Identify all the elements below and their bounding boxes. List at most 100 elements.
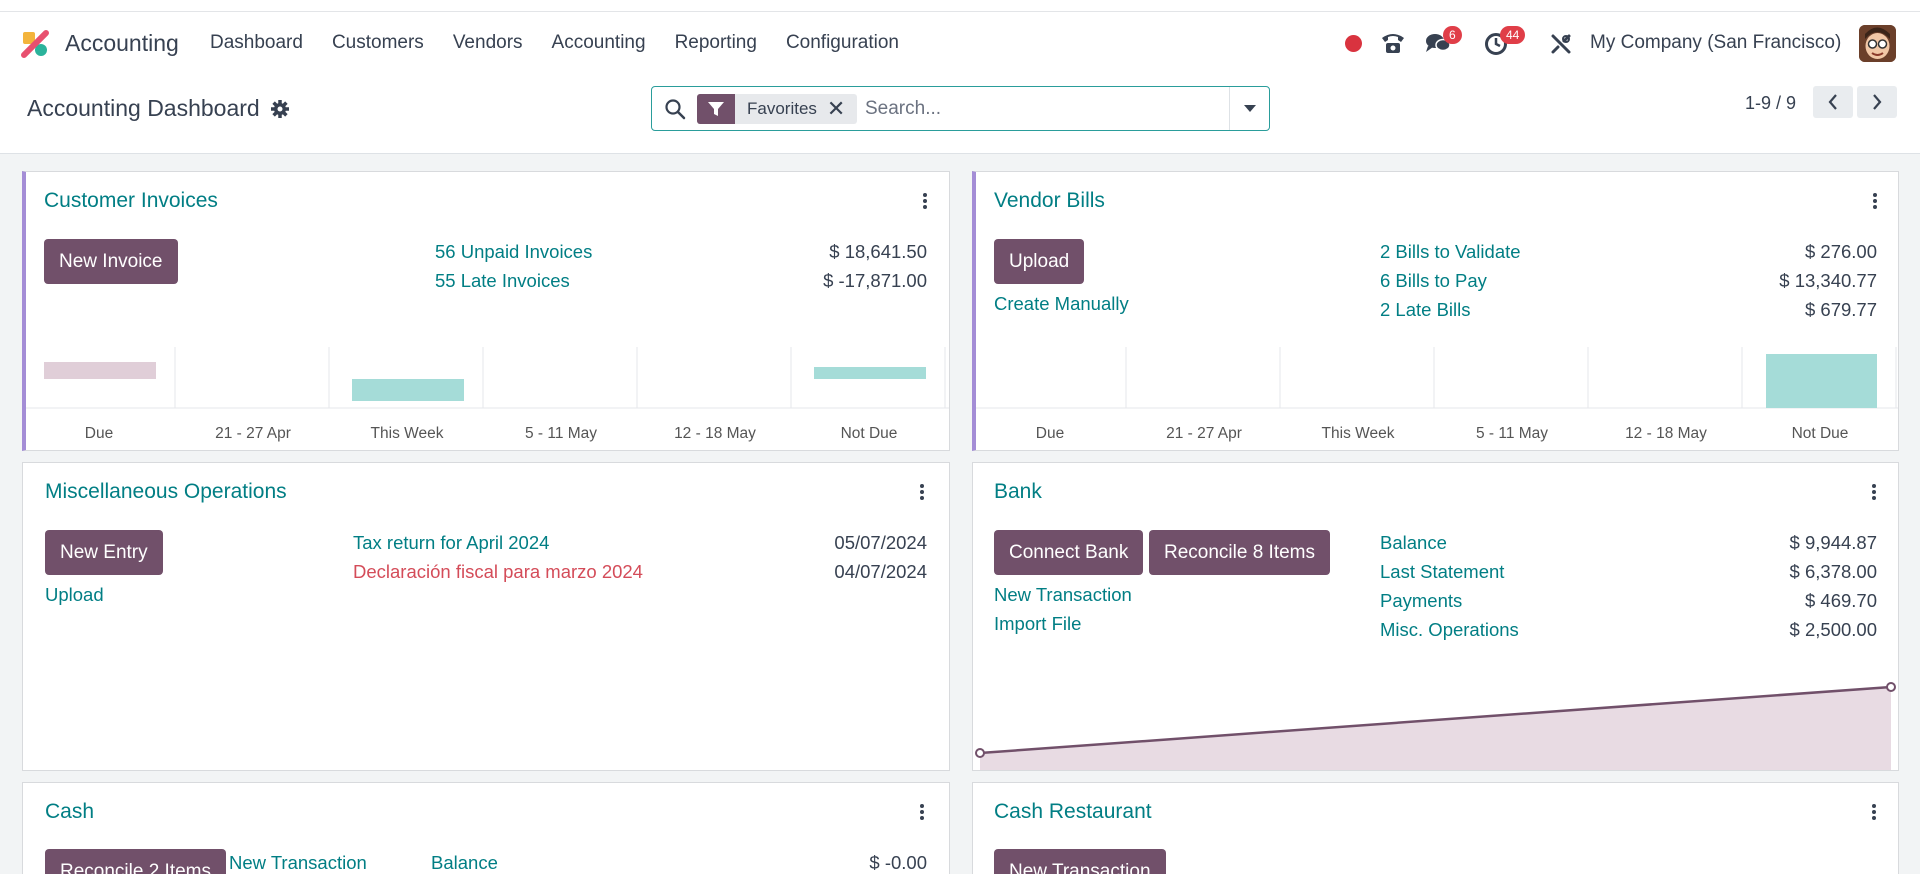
balance-point xyxy=(975,748,985,758)
kebab-menu-icon[interactable] xyxy=(1872,192,1878,210)
card-title[interactable]: Vendor Bills xyxy=(994,189,1105,212)
last-statement-link[interactable]: Last Statement xyxy=(1380,561,1505,582)
tick-label: Due xyxy=(1035,425,1065,442)
card-title[interactable]: Bank xyxy=(994,480,1042,503)
balance-amount: $ 9,944.87 xyxy=(1789,532,1877,553)
search-bar: Favorites ✕ xyxy=(651,86,1270,131)
caret-down-icon xyxy=(1243,104,1256,112)
new-transaction-link[interactable]: New Transaction xyxy=(994,584,1132,605)
facet-value: Favorites xyxy=(747,99,817,118)
card-title[interactable]: Customer Invoices xyxy=(44,189,218,212)
user-avatar[interactable] xyxy=(1859,25,1896,62)
cash-balance-amount: $ -0.00 xyxy=(869,852,927,873)
filter-icon xyxy=(697,94,735,124)
tick-label: 5 - 11 May xyxy=(1475,425,1549,442)
misc-operations-link[interactable]: Misc. Operations xyxy=(1380,619,1519,640)
payments-link[interactable]: Payments xyxy=(1380,590,1463,611)
search-icon[interactable] xyxy=(664,98,686,120)
tick-label: 12 - 18 May xyxy=(1625,425,1707,442)
new-transaction-button[interactable]: New Transaction xyxy=(994,849,1166,874)
bar-not-due xyxy=(814,367,926,379)
tick-label: 21 - 27 Apr xyxy=(1166,425,1242,442)
bills-to-validate-link[interactable]: 2 Bills to Validate xyxy=(1380,241,1521,262)
kebab-menu-icon[interactable] xyxy=(919,483,925,501)
app-logo-icon[interactable] xyxy=(20,29,50,59)
kebab-menu-icon[interactable] xyxy=(919,803,925,821)
balance-area xyxy=(980,687,1891,770)
payments-amount: $ 469.70 xyxy=(1804,590,1877,611)
tax-return-link[interactable]: Tax return for April 2024 xyxy=(353,532,550,553)
main-navbar: Accounting Dashboard Customers Vendors A… xyxy=(0,12,1920,74)
cash-card: Cash Reconcile 2 Items New Transaction B… xyxy=(22,782,950,874)
phone-icon[interactable] xyxy=(1380,31,1406,55)
menu-accounting[interactable]: Accounting xyxy=(551,32,646,53)
facet-remove-icon[interactable]: ✕ xyxy=(826,96,846,121)
search-options-toggle[interactable] xyxy=(1229,87,1269,130)
upload-bill-button[interactable]: Upload xyxy=(994,239,1085,284)
late-amount: $ -17,871.00 xyxy=(823,270,927,291)
card-title[interactable]: Miscellaneous Operations xyxy=(45,480,287,503)
bar-not-due xyxy=(1766,354,1877,408)
misc-ops-amount: $ 2,500.00 xyxy=(1789,619,1877,640)
bills-aging-chart xyxy=(976,347,1898,409)
gear-icon[interactable] xyxy=(270,99,290,119)
late-bills-amount: $ 679.77 xyxy=(1804,299,1877,320)
new-entry-button[interactable]: New Entry xyxy=(45,530,163,575)
pager-next-button[interactable] xyxy=(1857,86,1897,118)
favorites-facet: Favorites ✕ xyxy=(697,94,858,124)
unpaid-invoices-link[interactable]: 56 Unpaid Invoices xyxy=(435,241,593,262)
late-bills-link[interactable]: 2 Late Bills xyxy=(1380,299,1471,320)
chevron-left-icon xyxy=(1828,94,1837,110)
activities-badge: 44 xyxy=(1500,26,1526,44)
upload-link[interactable]: Upload xyxy=(45,584,104,605)
pager-previous-button[interactable] xyxy=(1813,86,1853,118)
app-title[interactable]: Accounting xyxy=(65,30,179,56)
kebab-menu-icon[interactable] xyxy=(922,192,928,210)
create-manually-link[interactable]: Create Manually xyxy=(994,293,1129,314)
to-pay-amount: $ 13,340.77 xyxy=(1779,270,1877,291)
tick-label: Due xyxy=(84,425,114,442)
kebab-menu-icon[interactable] xyxy=(1871,483,1877,501)
pager-value[interactable]: 1-9 / 9 xyxy=(1745,93,1797,113)
search-input[interactable] xyxy=(865,95,1225,123)
balance-line xyxy=(979,685,1892,755)
card-title[interactable]: Cash Restaurant xyxy=(994,800,1152,823)
menu-configuration[interactable]: Configuration xyxy=(785,32,899,53)
menu-reporting[interactable]: Reporting xyxy=(674,32,757,53)
customer-invoices-card: Customer Invoices New Invoice 56 Unpaid … xyxy=(22,171,950,451)
misc-operations-card: Miscellaneous Operations New Entry Uploa… xyxy=(22,462,950,771)
import-file-link[interactable]: Import File xyxy=(994,613,1082,634)
tick-label: This Week xyxy=(1321,425,1395,442)
debug-tools-icon[interactable] xyxy=(1550,33,1572,55)
card-title[interactable]: Cash xyxy=(45,800,95,823)
balance-link[interactable]: Balance xyxy=(1380,532,1447,553)
late-tax-return-link[interactable]: Declaración fiscal para marzo 2024 xyxy=(353,561,643,582)
activities-clock-icon[interactable] xyxy=(1484,32,1508,56)
avatar-face-icon xyxy=(1859,25,1896,62)
chevron-right-icon xyxy=(1873,94,1882,110)
kebab-menu-icon[interactable] xyxy=(1871,803,1877,821)
bar-this-week xyxy=(352,379,464,401)
company-switcher[interactable]: My Company (San Francisco) xyxy=(1590,32,1842,53)
tax-return-date: 05/07/2024 xyxy=(834,532,927,553)
new-invoice-button[interactable]: New Invoice xyxy=(44,239,178,284)
late-tax-return-date: 04/07/2024 xyxy=(834,561,927,582)
late-invoices-link[interactable]: 55 Late Invoices xyxy=(435,270,570,291)
tick-label: Not Due xyxy=(840,425,898,442)
reconcile-cash-button[interactable]: Reconcile 2 Items xyxy=(45,849,227,874)
menu-customers[interactable]: Customers xyxy=(331,32,424,53)
messages-badge: 6 xyxy=(1443,26,1462,44)
balance-link[interactable]: Balance xyxy=(431,852,498,873)
reconcile-items-button[interactable]: Reconcile 8 Items xyxy=(1149,530,1331,575)
main-menu: Dashboard Customers Vendors Accounting R… xyxy=(210,32,928,54)
menu-vendors[interactable]: Vendors xyxy=(452,32,523,53)
connect-bank-button[interactable]: Connect Bank xyxy=(994,530,1144,575)
new-transaction-link[interactable]: New Transaction xyxy=(229,852,367,873)
vendor-bills-card: Vendor Bills Upload Create Manually 2 Bi… xyxy=(972,171,1899,451)
bills-to-pay-link[interactable]: 6 Bills to Pay xyxy=(1380,270,1487,291)
tick-label: This Week xyxy=(370,425,444,442)
invoices-aging-chart xyxy=(26,347,949,409)
validate-amount: $ 276.00 xyxy=(1804,241,1877,262)
menu-dashboard[interactable]: Dashboard xyxy=(210,32,303,53)
status-dot-icon[interactable] xyxy=(1345,35,1362,52)
